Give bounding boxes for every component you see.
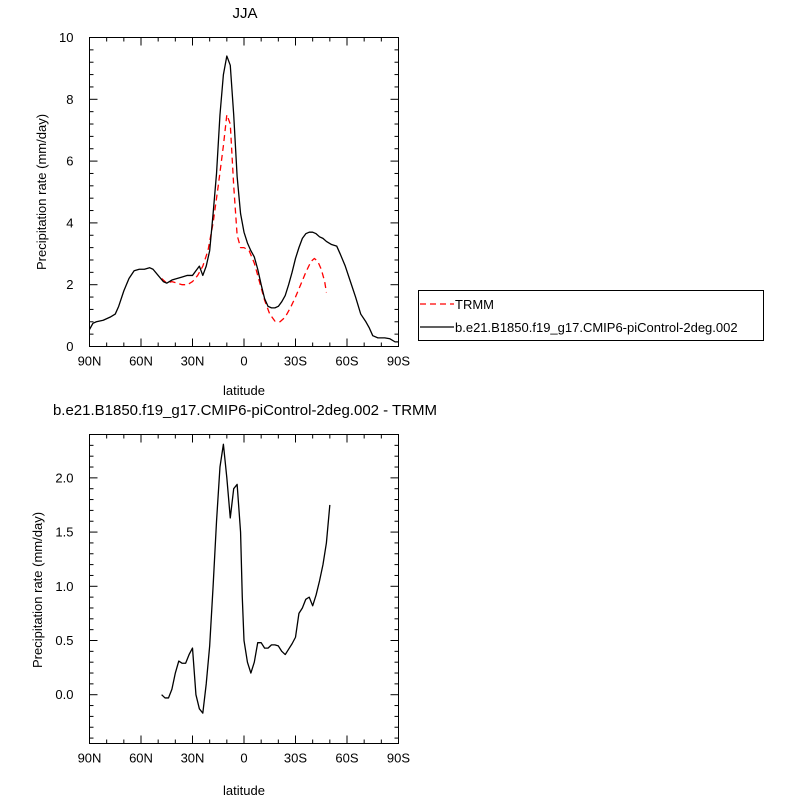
panel2-ticks: 90N 60N 30N 0 30S 60S 90S 0.0 0.5 1.0 1.5 2.0 — [55, 434, 410, 766]
y-tick-label: 1.0 — [55, 579, 73, 594]
x-tick-label: 30S — [284, 751, 307, 766]
panel2-series-lines — [161, 443, 331, 714]
y-tick-label: 8 — [66, 92, 73, 107]
panel1-y-axis-label: Precipitation rate (mm/day) — [34, 114, 49, 270]
x-tick-label: 30N — [181, 751, 205, 766]
x-tick-label: 90N — [78, 751, 102, 766]
legend: TRMM b.e21.B1850.f19_g17.CMIP6-piControl… — [418, 290, 764, 341]
panel2-x-axis-label: latitude — [223, 783, 265, 798]
x-tick-label: 90S — [387, 751, 410, 766]
legend-label-model: b.e21.B1850.f19_g17.CMIP6-piControl-2deg… — [455, 320, 738, 335]
panel1-title: JJA — [232, 5, 257, 22]
series-line-trmm — [161, 114, 328, 323]
panel2-plot-frame — [89, 434, 399, 744]
panel2-y-axis-label: Precipitation rate (mm/day) — [30, 512, 45, 668]
x-tick-label: 60S — [335, 751, 358, 766]
x-tick-label: 90S — [387, 354, 410, 369]
x-tick-label: 30S — [284, 354, 307, 369]
panel1-plot-frame — [89, 37, 399, 347]
x-tick-label: 60N — [129, 354, 153, 369]
y-tick-label: 10 — [59, 30, 73, 45]
series-line-b-e21-b1850-f19-g17-cmip6-picontrol-2deg-002 — [88, 55, 399, 343]
x-tick-label: 0 — [240, 751, 247, 766]
panel1-ticks: 90N 60N 30N 0 30S 60S 90S 0 2 4 6 8 10 — [59, 30, 410, 369]
legend-label-trmm: TRMM — [455, 297, 494, 312]
y-tick-label: 1.5 — [55, 525, 73, 540]
x-tick-label: 60N — [129, 751, 153, 766]
y-tick-label: 2 — [66, 277, 73, 292]
y-tick-label: 0.0 — [55, 687, 73, 702]
x-tick-label: 30N — [181, 354, 205, 369]
panel2-title: b.e21.B1850.f19_g17.CMIP6-piControl-2deg… — [53, 402, 437, 419]
series-line-difference — [161, 443, 331, 714]
y-tick-label: 0.5 — [55, 633, 73, 648]
legend-box — [418, 290, 764, 341]
panel1-series-lines — [88, 55, 399, 343]
x-tick-label: 0 — [240, 354, 247, 369]
y-tick-label: 4 — [66, 215, 73, 230]
y-tick-label: 6 — [66, 154, 73, 169]
x-tick-label: 90N — [78, 354, 102, 369]
y-tick-label: 2.0 — [55, 470, 73, 485]
y-tick-label: 0 — [66, 339, 73, 354]
panel1-x-axis-label: latitude — [223, 383, 265, 398]
x-tick-label: 60S — [335, 354, 358, 369]
